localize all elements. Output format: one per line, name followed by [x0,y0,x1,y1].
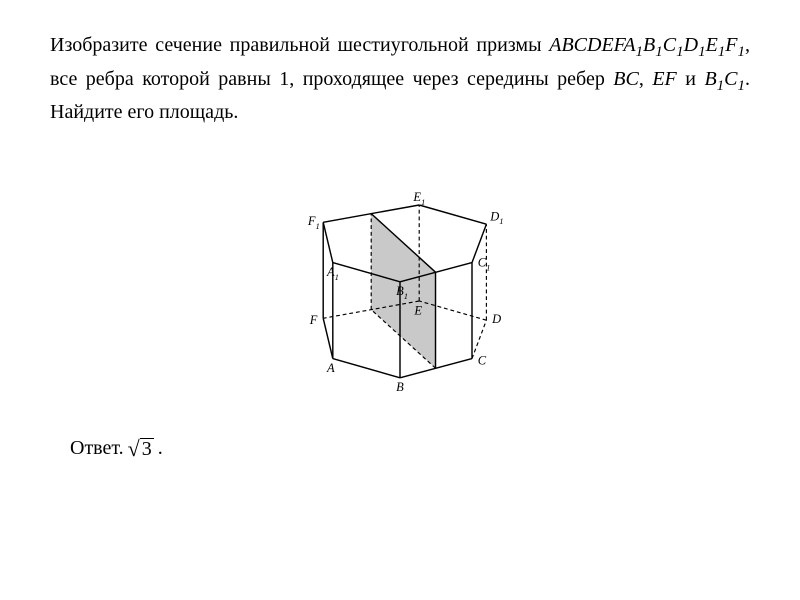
svg-text:D1: D1 [489,209,503,226]
sub: 1 [636,44,644,60]
and: и [677,68,705,90]
text-part-1: Изобразите сечение правильной шестиуголь… [50,34,549,56]
answer-label: Ответ. [70,437,124,460]
f: F [725,34,737,56]
prism-name: ABCDEFA [549,34,635,56]
bc: BC [613,68,639,90]
d: D [684,34,698,56]
problem-statement: Изобразите сечение правильной шестиуголь… [50,30,750,127]
prism-diagram: A B C D E F A1 B1 C1 D1 E1 F1 [260,157,540,397]
answer: Ответ. √ 3 . [70,437,750,460]
sub: 1 [738,44,746,60]
svg-text:E: E [413,303,422,317]
sqrt-icon: √ 3 [128,438,154,460]
sqrt-value: 3 [140,438,154,459]
answer-period: . [158,437,163,460]
e: E [706,34,718,56]
svg-text:C: C [478,353,487,367]
svg-text:F: F [309,313,318,327]
ef: EF [652,68,676,90]
svg-text:C1: C1 [478,255,491,272]
svg-text:D: D [491,312,501,326]
sqrt-symbol: √ [128,438,140,460]
diagram-container: A B C D E F A1 B1 C1 D1 E1 F1 [50,157,750,397]
c1: C [724,68,737,90]
sub: 1 [655,44,663,60]
c: C [663,34,676,56]
b1: B [704,68,716,90]
svg-text:A: A [326,361,335,375]
b: B [643,34,655,56]
sub: 1 [676,44,684,60]
sub: 1 [738,78,746,94]
sub: 1 [698,44,706,60]
svg-text:B: B [396,380,404,394]
svg-text:F1: F1 [307,214,320,231]
